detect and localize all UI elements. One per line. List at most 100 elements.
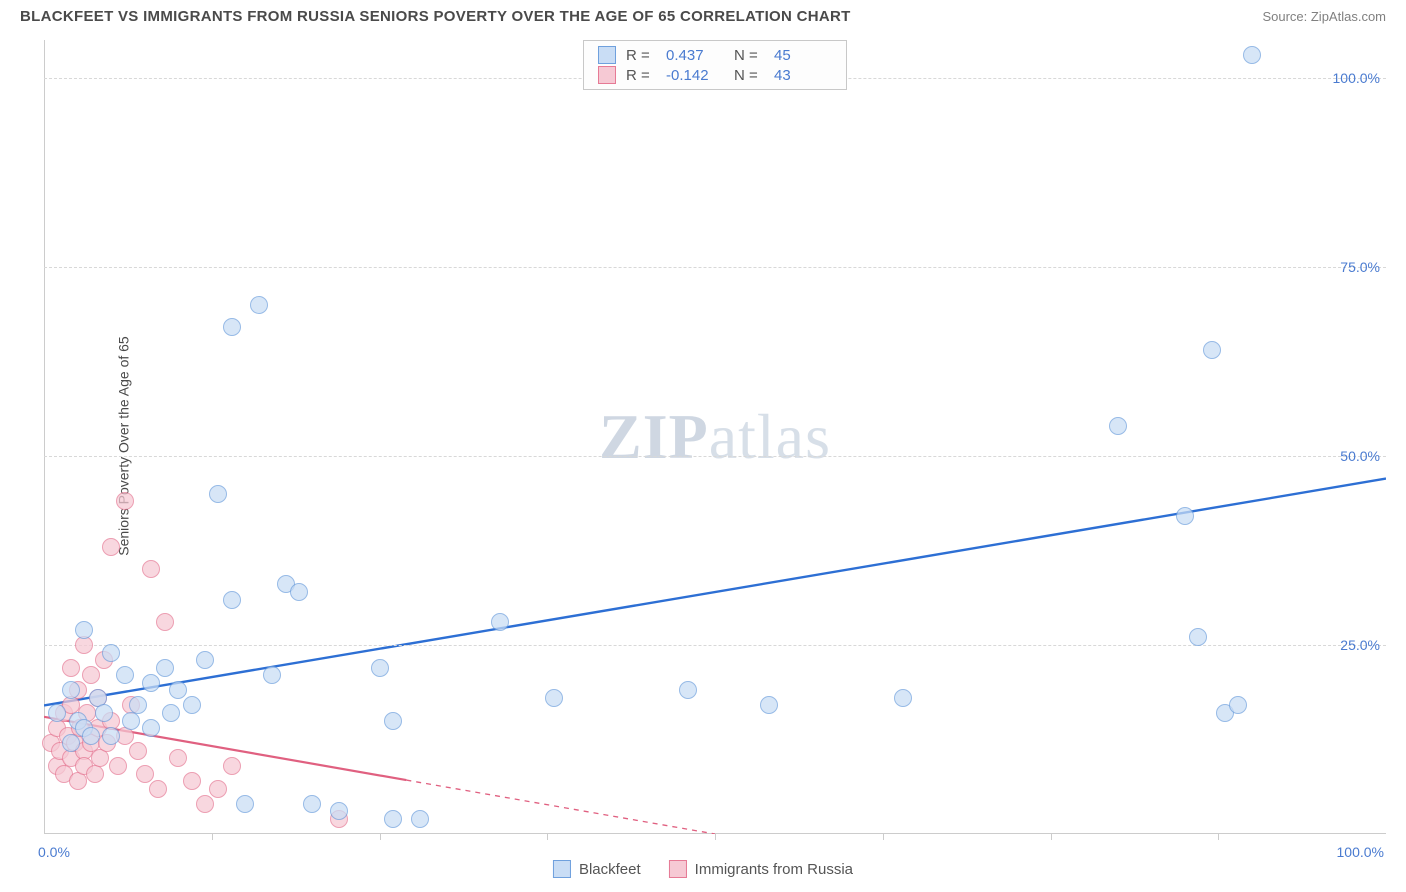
x-minor-tick: [1218, 834, 1219, 840]
data-point: [290, 583, 308, 601]
data-point: [384, 810, 402, 828]
data-point: [384, 712, 402, 730]
legend-item-russia: Immigrants from Russia: [669, 860, 853, 878]
legend-n-value-1: 43: [774, 67, 832, 84]
gridline: [44, 456, 1386, 457]
data-point: [411, 810, 429, 828]
legend-stats-row: R = 0.437 N = 45: [598, 45, 832, 65]
data-point: [545, 689, 563, 707]
data-point: [223, 757, 241, 775]
legend-label: Immigrants from Russia: [695, 861, 853, 878]
data-point: [142, 719, 160, 737]
data-point: [330, 802, 348, 820]
data-point: [679, 681, 697, 699]
chart-source: Source: ZipAtlas.com: [1262, 9, 1386, 24]
legend-stats-row: R = -0.142 N = 43: [598, 65, 832, 85]
data-point: [196, 651, 214, 669]
legend-n-label: N =: [734, 67, 764, 84]
legend-swatch-blackfeet: [553, 860, 571, 878]
legend-label: Blackfeet: [579, 861, 641, 878]
data-point: [1176, 507, 1194, 525]
data-point: [116, 666, 134, 684]
data-point: [169, 749, 187, 767]
data-point: [196, 795, 214, 813]
legend-r-value-1: -0.142: [666, 67, 724, 84]
x-minor-tick: [1051, 834, 1052, 840]
data-point: [169, 681, 187, 699]
data-point: [62, 681, 80, 699]
data-point: [760, 696, 778, 714]
data-point: [223, 318, 241, 336]
legend-n-label: N =: [734, 47, 764, 64]
data-point: [1203, 341, 1221, 359]
data-point: [371, 659, 389, 677]
legend-swatch-russia: [669, 860, 687, 878]
trend-lines: [44, 40, 1386, 834]
data-point: [1243, 46, 1261, 64]
plot-region: ZIPatlas 0.0% 100.0% 25.0%50.0%75.0%100.…: [44, 40, 1386, 834]
data-point: [82, 666, 100, 684]
data-point: [1229, 696, 1247, 714]
y-axis: [44, 40, 45, 834]
y-tick-label: 75.0%: [1340, 259, 1390, 275]
gridline: [44, 645, 1386, 646]
data-point: [129, 696, 147, 714]
chart-area: ZIPatlas 0.0% 100.0% 25.0%50.0%75.0%100.…: [44, 40, 1386, 834]
data-point: [62, 659, 80, 677]
data-point: [263, 666, 281, 684]
data-point: [156, 659, 174, 677]
legend-series: Blackfeet Immigrants from Russia: [553, 860, 853, 878]
y-tick-label: 25.0%: [1340, 637, 1390, 653]
data-point: [491, 613, 509, 631]
legend-item-blackfeet: Blackfeet: [553, 860, 641, 878]
legend-r-value-0: 0.437: [666, 47, 724, 64]
legend-n-value-0: 45: [774, 47, 832, 64]
data-point: [102, 727, 120, 745]
data-point: [149, 780, 167, 798]
data-point: [183, 696, 201, 714]
data-point: [48, 704, 66, 722]
data-point: [1109, 417, 1127, 435]
data-point: [75, 621, 93, 639]
x-minor-tick: [212, 834, 213, 840]
y-tick-label: 50.0%: [1340, 448, 1390, 464]
x-minor-tick: [883, 834, 884, 840]
data-point: [129, 742, 147, 760]
data-point: [142, 674, 160, 692]
data-point: [223, 591, 241, 609]
data-point: [236, 795, 254, 813]
data-point: [82, 727, 100, 745]
x-minor-tick: [380, 834, 381, 840]
data-point: [162, 704, 180, 722]
data-point: [136, 765, 154, 783]
gridline: [44, 267, 1386, 268]
legend-stats: R = 0.437 N = 45 R = -0.142 N = 43: [583, 40, 847, 90]
watermark: ZIPatlas: [599, 400, 831, 474]
legend-swatch-blackfeet: [598, 46, 616, 64]
data-point: [62, 734, 80, 752]
legend-r-label: R =: [626, 67, 656, 84]
data-point: [209, 485, 227, 503]
data-point: [209, 780, 227, 798]
data-point: [109, 757, 127, 775]
data-point: [303, 795, 321, 813]
data-point: [102, 538, 120, 556]
data-point: [183, 772, 201, 790]
x-tick-min: 0.0%: [38, 844, 70, 860]
data-point: [102, 644, 120, 662]
y-tick-label: 100.0%: [1333, 70, 1390, 86]
x-tick-max: 100.0%: [1337, 844, 1384, 860]
data-point: [250, 296, 268, 314]
x-minor-tick: [547, 834, 548, 840]
data-point: [1189, 628, 1207, 646]
data-point: [116, 492, 134, 510]
data-point: [156, 613, 174, 631]
chart-header: BLACKFEET VS IMMIGRANTS FROM RUSSIA SENI…: [0, 0, 1406, 29]
chart-title: BLACKFEET VS IMMIGRANTS FROM RUSSIA SENI…: [20, 8, 851, 25]
legend-r-label: R =: [626, 47, 656, 64]
x-minor-tick: [715, 834, 716, 840]
data-point: [95, 704, 113, 722]
data-point: [894, 689, 912, 707]
data-point: [142, 560, 160, 578]
legend-swatch-russia: [598, 66, 616, 84]
